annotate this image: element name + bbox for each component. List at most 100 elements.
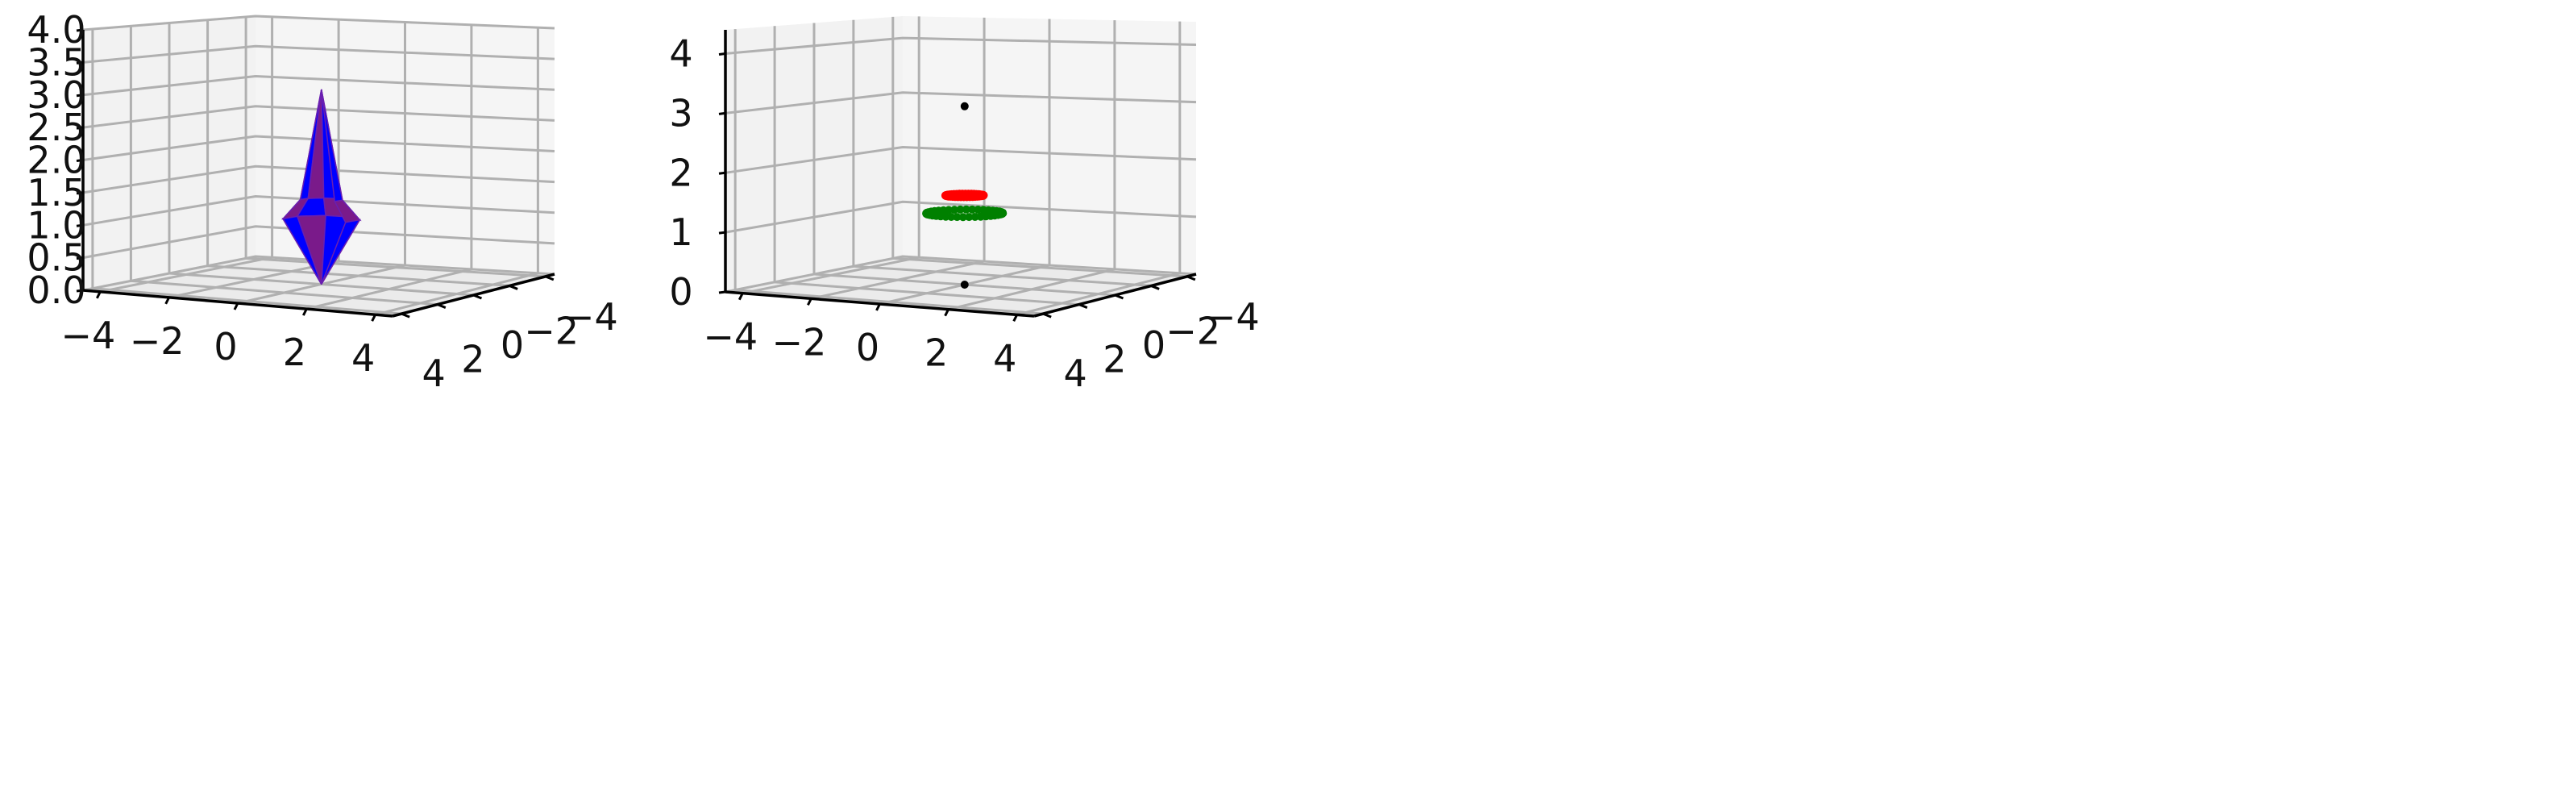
- x-tick-label: 2: [283, 331, 306, 374]
- x-tick-label: −4: [703, 315, 758, 359]
- z-tick-label: 1: [669, 210, 692, 254]
- z-tick-label: 3: [669, 91, 692, 135]
- y-tick: [1042, 312, 1052, 319]
- z-tick: [76, 28, 84, 32]
- grid-line: [725, 200, 1197, 234]
- z-tick: [76, 126, 84, 130]
- z-tick: [76, 94, 84, 98]
- x-tick: [1012, 314, 1019, 323]
- x-tick: [371, 314, 377, 322]
- z-tick: [718, 231, 726, 235]
- scatter-point: [956, 205, 965, 214]
- y-tick-label: 0: [501, 323, 524, 367]
- z-tick-label: 2.5: [27, 106, 85, 149]
- scatter-point: [976, 212, 985, 221]
- grid-line: [82, 74, 555, 97]
- scatter-point: [996, 210, 1005, 219]
- z-tick: [76, 223, 84, 227]
- y-tick: [1114, 294, 1124, 300]
- z-tick-label: 0: [669, 270, 692, 314]
- z-tick: [718, 290, 726, 294]
- x-tick-label: −2: [771, 320, 826, 364]
- y-tick-label: 2: [461, 338, 484, 381]
- grid-line: [82, 255, 555, 292]
- x-tick-label: 2: [924, 331, 948, 375]
- surface-facet: [321, 219, 361, 285]
- x-tick-label: −4: [60, 314, 115, 357]
- z-tick-label: 4.0: [27, 8, 85, 52]
- grid-line: [82, 44, 555, 64]
- z-tick-label: 2: [669, 151, 692, 194]
- grid-line: [82, 15, 555, 31]
- x-tick: [737, 292, 744, 301]
- x-tick: [807, 298, 812, 306]
- y-tick: [472, 294, 483, 300]
- scatter-point: [945, 206, 953, 214]
- z-tick-label: 1.5: [27, 171, 85, 214]
- y-tick: [1186, 275, 1196, 281]
- x-tick-label: 4: [993, 336, 1016, 380]
- grid-line: [725, 91, 1197, 115]
- y-tick-label: −4: [1205, 295, 1260, 339]
- grid-line: [725, 36, 1197, 55]
- grid-line: [725, 255, 1197, 294]
- scatter-point: [958, 213, 967, 222]
- z-tick-label: 0.0: [27, 269, 85, 312]
- y-tick-label: −2: [524, 309, 579, 352]
- y-tick: [1150, 285, 1160, 290]
- x-tick: [233, 302, 239, 310]
- scatter-point: [970, 213, 979, 221]
- grid-line: [82, 105, 555, 129]
- grid-line: [82, 225, 555, 260]
- x-tick: [944, 308, 949, 317]
- z-tick-label: 4: [669, 32, 692, 76]
- x-tick: [301, 308, 308, 316]
- scatter-point: [960, 102, 969, 110]
- scatter-point: [953, 213, 962, 222]
- y-tick-label: −2: [1165, 309, 1220, 352]
- scatter-point: [950, 206, 959, 214]
- grid-line: [82, 194, 555, 227]
- x-tick: [164, 297, 171, 305]
- z-tick-label: 0.5: [27, 236, 85, 280]
- y-tick: [437, 303, 447, 309]
- z-tick-label: 3.5: [27, 40, 85, 84]
- z-tick: [76, 191, 84, 195]
- surface-plot-panel: −4 −2 0 2 4 4 2 0 −2−40.00.51.01.52.02.53.03.54.…: [27, 8, 617, 395]
- x-tick-label: 4: [351, 336, 375, 380]
- z-tick-label: 2.0: [27, 139, 85, 182]
- y-tick-label: 2: [1103, 338, 1126, 381]
- z-tick: [76, 60, 84, 65]
- z-tick: [76, 159, 84, 162]
- grid-line: [82, 135, 555, 161]
- y-tick: [1078, 303, 1088, 309]
- grid-line: [725, 145, 1197, 174]
- y-tick-label: 4: [422, 352, 446, 395]
- scatter-point: [962, 205, 970, 214]
- z-tick: [76, 289, 84, 293]
- z-tick: [718, 52, 726, 56]
- scatter-point: [978, 192, 987, 200]
- y-tick: [401, 312, 410, 319]
- z-tick-label: 1.0: [27, 203, 85, 247]
- scatter-point: [965, 213, 974, 222]
- y-tick-label: 4: [1064, 352, 1087, 395]
- x-tick-label: 0: [214, 325, 237, 369]
- z-tick-label: 3.0: [27, 73, 85, 117]
- x-tick: [875, 303, 881, 311]
- x-tick: [95, 291, 102, 299]
- z-tick: [76, 256, 84, 260]
- x-tick-label: −2: [130, 319, 185, 363]
- x-tick-label: 0: [856, 326, 879, 369]
- y-tick: [545, 275, 555, 281]
- z-tick: [718, 111, 726, 115]
- scatter-point: [968, 205, 977, 214]
- grid-line: [82, 164, 555, 194]
- y-tick-label: 0: [1142, 323, 1165, 367]
- surface-facet: [321, 89, 343, 202]
- scatter-point: [960, 281, 969, 289]
- y-tick-label: −4: [563, 295, 618, 339]
- y-tick: [509, 285, 518, 290]
